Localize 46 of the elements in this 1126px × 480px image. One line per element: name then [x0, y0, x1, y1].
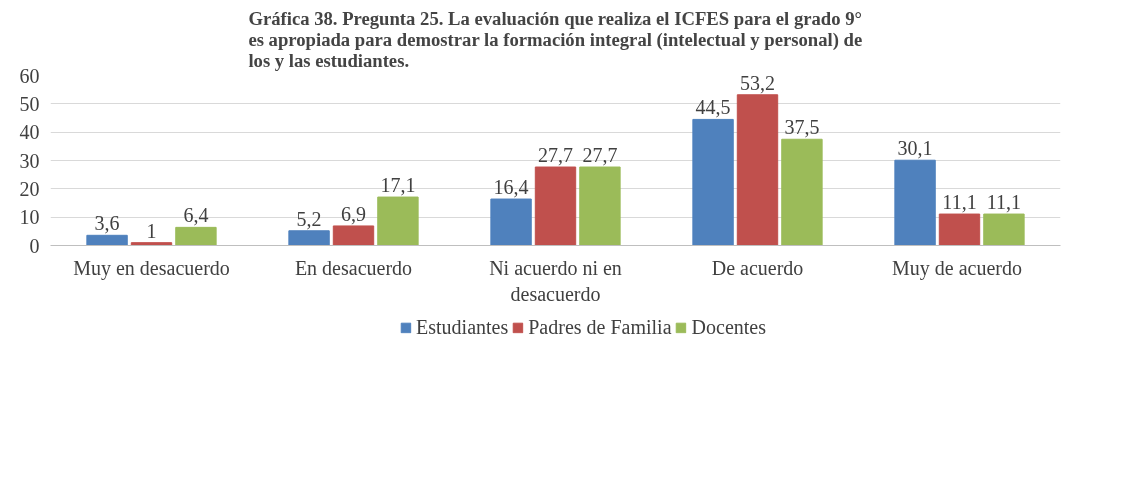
legend-label: Estudiantes — [416, 315, 509, 339]
data-label: 53,2 — [740, 71, 775, 94]
data-label: 37,5 — [784, 116, 820, 139]
x-tick-label: Ni acuerdo ni en desacuerdo — [489, 256, 622, 305]
data-label: 3,6 — [94, 212, 120, 235]
data-label: 30,1 — [897, 137, 933, 160]
bar — [175, 226, 217, 246]
y-tick-label: 50 — [19, 92, 40, 115]
bar — [490, 198, 532, 246]
bar — [377, 196, 419, 246]
legend-label: Docentes — [691, 315, 766, 339]
bar — [288, 230, 330, 246]
bar — [579, 166, 621, 246]
x-tick-label: De acuerdo — [711, 256, 804, 279]
bar — [130, 242, 173, 246]
bar — [534, 166, 577, 246]
bar — [938, 213, 981, 246]
bar — [332, 225, 375, 246]
bar — [894, 159, 936, 246]
bar — [692, 118, 734, 246]
y-tick-label: 10 — [19, 206, 40, 229]
data-label: 44,5 — [695, 96, 731, 119]
data-label: 6,4 — [183, 204, 209, 227]
x-tick-label: En desacuerdo — [294, 256, 413, 279]
data-label: 11,1 — [942, 191, 977, 214]
data-label: 27,7 — [582, 144, 618, 167]
x-tick-label: Muy en desacuerdo — [73, 256, 230, 280]
data-label: 17,1 — [380, 174, 416, 197]
data-label: 27,7 — [538, 144, 573, 167]
bar — [736, 94, 779, 246]
y-tick-label: 60 — [19, 64, 40, 87]
x-tick-label: Muy de acuerdo — [892, 256, 1022, 280]
y-tick-label: 20 — [19, 177, 40, 200]
data-label: 6,9 — [341, 202, 366, 225]
data-label: 11,1 — [986, 191, 1022, 214]
data-label: 5,2 — [296, 207, 322, 230]
y-tick-label: 0 — [29, 234, 40, 257]
data-label: 1 — [146, 219, 157, 242]
chart-title: Gráfica 38. Pregunta 25. La evaluación que realiza el ICFES para el grado 9° es apropiada para demostrar la formación integral (intelectual y personal) de los y las estudiantes. — [248, 7, 863, 71]
bar — [86, 234, 128, 246]
bar — [983, 213, 1025, 246]
legend-label: Padres de Familia — [528, 315, 672, 339]
bar — [781, 138, 823, 246]
y-tick-label: 30 — [19, 149, 40, 172]
data-label: 16,4 — [493, 176, 529, 199]
y-tick-label: 40 — [19, 121, 40, 144]
